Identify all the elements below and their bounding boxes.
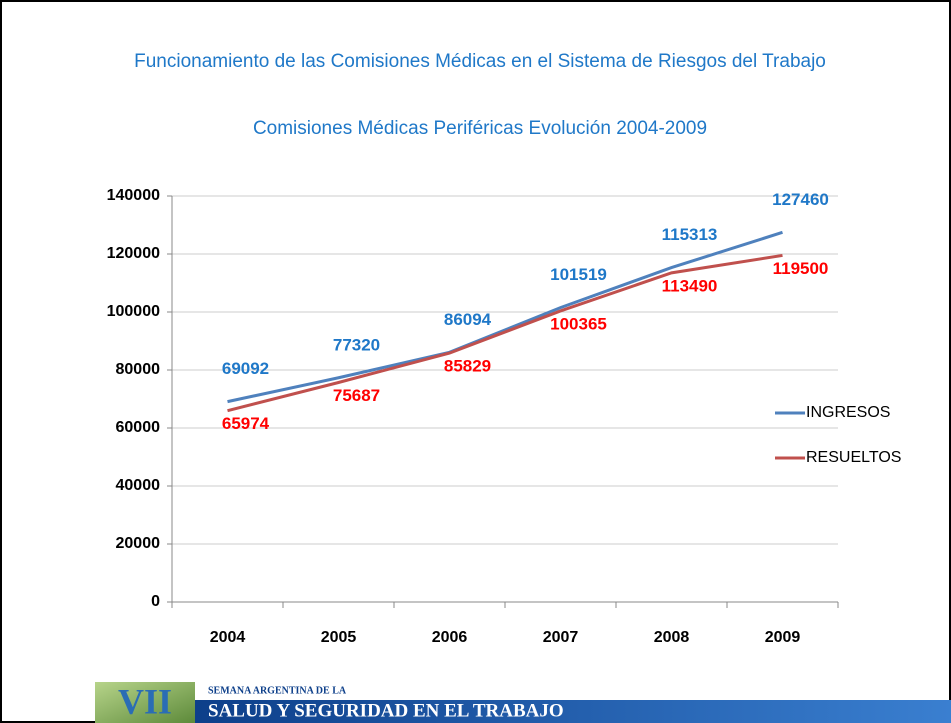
y-tick-label: 140000	[107, 187, 160, 204]
data-label: 101519	[550, 265, 607, 284]
data-label: 85829	[444, 357, 491, 376]
data-label: 127460	[772, 190, 829, 209]
y-tick-label: 120000	[107, 245, 160, 262]
legend-label: INGRESOS	[806, 404, 890, 421]
y-tick-label: 80000	[116, 361, 161, 378]
data-label: 75687	[333, 386, 380, 405]
data-label: 115313	[662, 225, 718, 244]
y-tick-label: 100000	[107, 303, 160, 320]
data-label: 65974	[222, 414, 270, 433]
y-tick-label: 60000	[116, 419, 161, 436]
data-label: 100365	[550, 314, 607, 333]
x-tick-label: 2005	[321, 629, 357, 646]
logo-text: VII	[118, 681, 172, 721]
x-tick-label: 2006	[432, 629, 468, 646]
data-label: 113490	[662, 276, 718, 295]
footer-banner	[195, 700, 951, 723]
chart-subtitle: Comisiones Médicas Periféricas Evolución…	[252, 118, 708, 139]
data-label: 77320	[333, 335, 380, 354]
series-line	[227, 230, 783, 404]
footer-logo	[95, 682, 195, 723]
chart-title: Funcionamiento de las Comisiones Médicas…	[134, 51, 826, 72]
y-tick-label: 0	[151, 593, 160, 610]
y-tick-label: 40000	[116, 477, 161, 494]
y-tick-label: 20000	[116, 535, 161, 552]
data-label: 86094	[444, 310, 492, 329]
data-label: 119500	[773, 259, 829, 278]
x-tick-label: 2004	[210, 629, 246, 646]
footer-kicker: SEMANA ARGENTINA DE LA	[208, 685, 347, 696]
x-tick-label: 2009	[765, 629, 801, 646]
x-tick-label: 2007	[543, 629, 579, 646]
series-line	[227, 253, 783, 413]
footer-banner-text: SALUD Y SEGURIDAD EN EL TRABAJO	[208, 700, 564, 721]
legend-label: RESUELTOS	[806, 449, 901, 466]
x-tick-label: 2008	[654, 629, 690, 646]
data-label: 69092	[222, 359, 269, 378]
